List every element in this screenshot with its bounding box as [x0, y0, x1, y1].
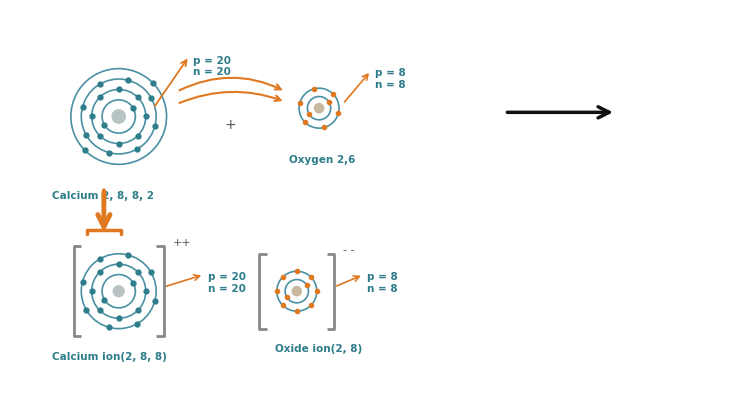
Text: p = 8
n = 8: p = 8 n = 8 — [375, 68, 405, 90]
Ellipse shape — [292, 287, 301, 296]
Text: +: + — [224, 118, 236, 132]
Ellipse shape — [112, 110, 125, 123]
Text: ++: ++ — [172, 238, 191, 248]
Text: - -: - - — [343, 245, 355, 255]
Text: Oxide ion(2, 8): Oxide ion(2, 8) — [275, 344, 362, 354]
Ellipse shape — [114, 286, 124, 297]
Text: Oxygen 2,6: Oxygen 2,6 — [289, 155, 355, 165]
Text: Calcium 2, 8, 8, 2: Calcium 2, 8, 8, 2 — [52, 191, 154, 201]
Ellipse shape — [315, 104, 324, 113]
Text: p = 8
n = 8: p = 8 n = 8 — [367, 272, 398, 294]
Text: Calcium ion(2, 8, 8): Calcium ion(2, 8, 8) — [52, 352, 167, 362]
Text: p = 20
n = 20: p = 20 n = 20 — [208, 272, 246, 294]
Text: p = 20
n = 20: p = 20 n = 20 — [193, 56, 231, 77]
